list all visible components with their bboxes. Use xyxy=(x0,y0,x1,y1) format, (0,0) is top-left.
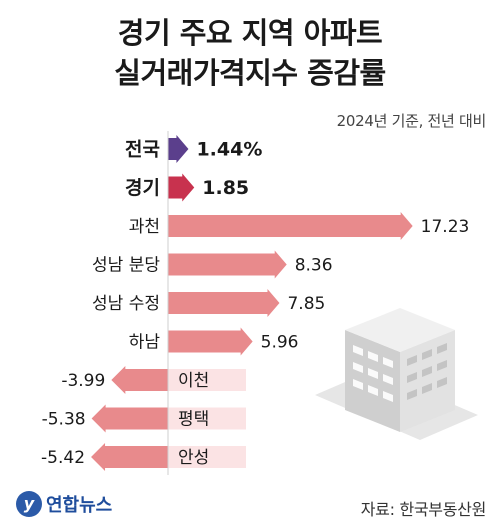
bar-7 xyxy=(111,366,168,394)
building-illustration xyxy=(315,308,478,440)
yonhap-logo-icon: y xyxy=(16,491,42,517)
value-label: 1.85 xyxy=(202,177,249,199)
yonhap-logo-text: 연합뉴스 xyxy=(46,495,113,516)
category-label-bg xyxy=(168,407,246,430)
bar-6 xyxy=(168,327,253,356)
category-label-bg xyxy=(168,369,246,391)
yonhap-logo: y 연합뉴스 xyxy=(16,491,112,517)
value-label: 7.85 xyxy=(287,294,325,314)
bar-5 xyxy=(168,289,280,317)
value-label: -5.42 xyxy=(41,448,85,468)
bar-4 xyxy=(168,250,287,279)
category-label: 평택 xyxy=(178,410,209,430)
chart-subtitle: 2024년 기준, 전년 대비 xyxy=(336,112,487,130)
value-label: -5.38 xyxy=(42,410,86,430)
bar-3 xyxy=(168,212,413,240)
bar-1 xyxy=(168,135,189,163)
bar-2 xyxy=(168,173,195,202)
value-label: 8.36 xyxy=(295,256,333,276)
category-label: 하남 xyxy=(129,333,161,353)
category-label: 성남 분당 xyxy=(92,256,160,276)
category-label: 경기 xyxy=(125,177,160,199)
value-label: -3.99 xyxy=(61,371,105,391)
bar-8 xyxy=(91,404,168,433)
category-label: 과천 xyxy=(129,217,160,237)
category-label: 성남 수정 xyxy=(92,294,160,314)
category-label: 안성 xyxy=(178,448,209,468)
category-label: 전국 xyxy=(125,139,160,161)
value-label: 1.44% xyxy=(196,139,262,161)
value-label: 17.23 xyxy=(421,217,470,237)
bar-9 xyxy=(91,443,168,471)
source-note: 자료: 한국부동산원 xyxy=(360,500,487,519)
chart-title-line1: 경기 주요 지역 아파트 xyxy=(117,16,383,50)
chart-title-line2: 실거래가격지수 증감률 xyxy=(114,56,386,90)
category-label-bg xyxy=(168,446,246,468)
value-label: 5.96 xyxy=(261,333,299,353)
category-label: 이천 xyxy=(178,371,209,391)
